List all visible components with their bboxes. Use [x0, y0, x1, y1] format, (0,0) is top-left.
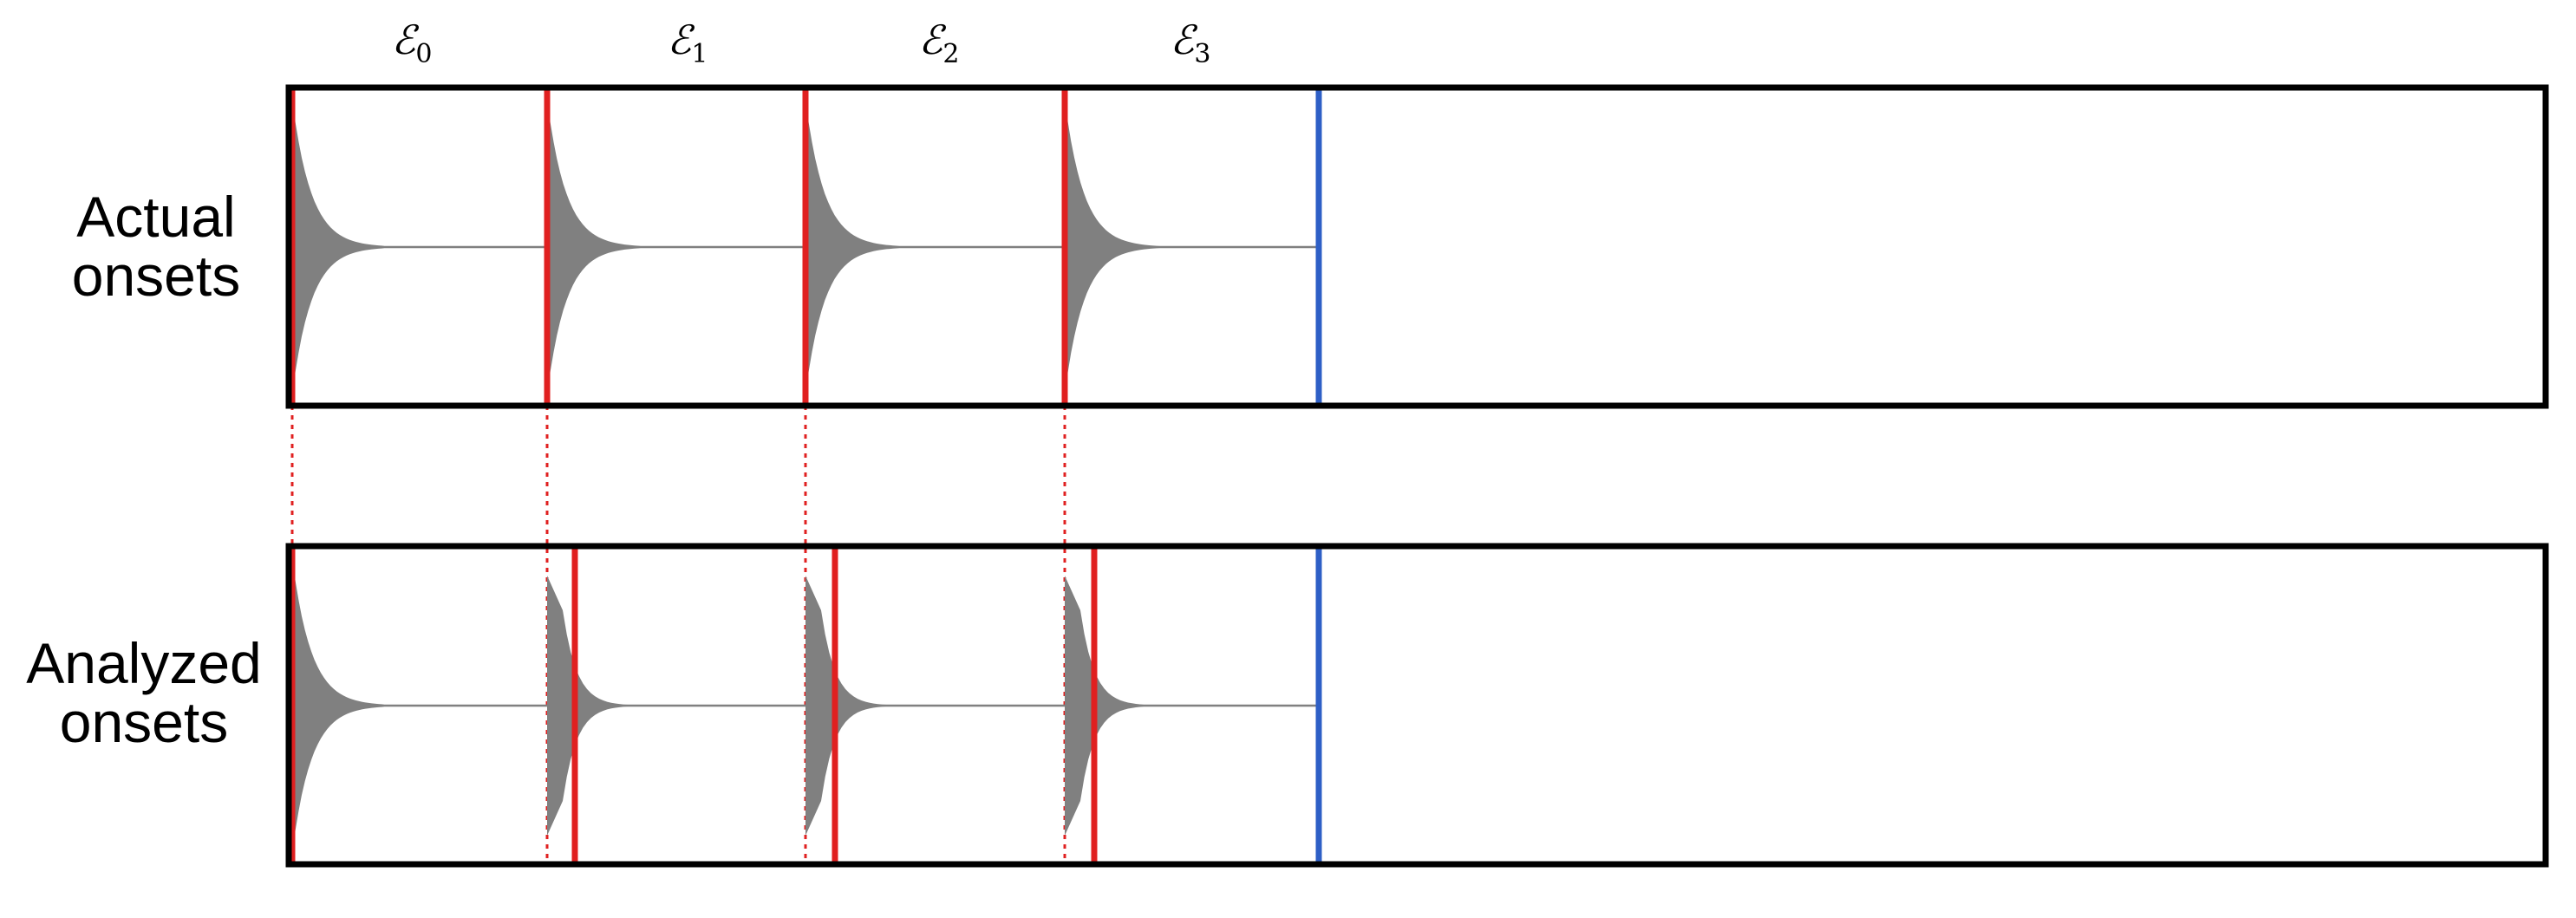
alignment-guides: [290, 406, 1066, 864]
markers-analyzed: [289, 546, 1322, 864]
segment-label-e3: ℰ3: [1171, 16, 1211, 69]
waveform-analyzed-0: [292, 558, 547, 853]
waveform-analyzed-2: [805, 576, 1065, 836]
waveform-analyzed-3: [1065, 576, 1319, 836]
row-labels: Actual onsets Analyzed onsets: [26, 185, 262, 754]
waveform-actual-0: [292, 100, 547, 394]
segment-labels: ℰ0 ℰ1 ℰ2 ℰ3: [392, 16, 1211, 69]
waveform-actual-2: [805, 100, 1065, 394]
markers-actual: [289, 88, 1322, 406]
waveforms-actual: [292, 100, 1319, 394]
segment-label-e1: ℰ1: [668, 16, 708, 69]
waveform-actual-3: [1065, 100, 1319, 394]
row-label-analyzed-line2: onsets: [60, 690, 228, 754]
segment-label-e0: ℰ0: [392, 16, 433, 69]
panel-frame-actual: [285, 84, 2549, 409]
waveform-actual-1: [547, 100, 805, 394]
segment-label-e2: ℰ2: [919, 16, 960, 69]
waveforms-analyzed: [292, 558, 1319, 853]
panel-frame-analyzed: [285, 543, 2549, 868]
row-label-actual-line1: Actual: [76, 185, 235, 249]
waveform-analyzed-1: [547, 576, 805, 836]
row-label-actual-line2: onsets: [72, 244, 240, 308]
row-label-analyzed-line1: Analyzed: [26, 631, 262, 695]
